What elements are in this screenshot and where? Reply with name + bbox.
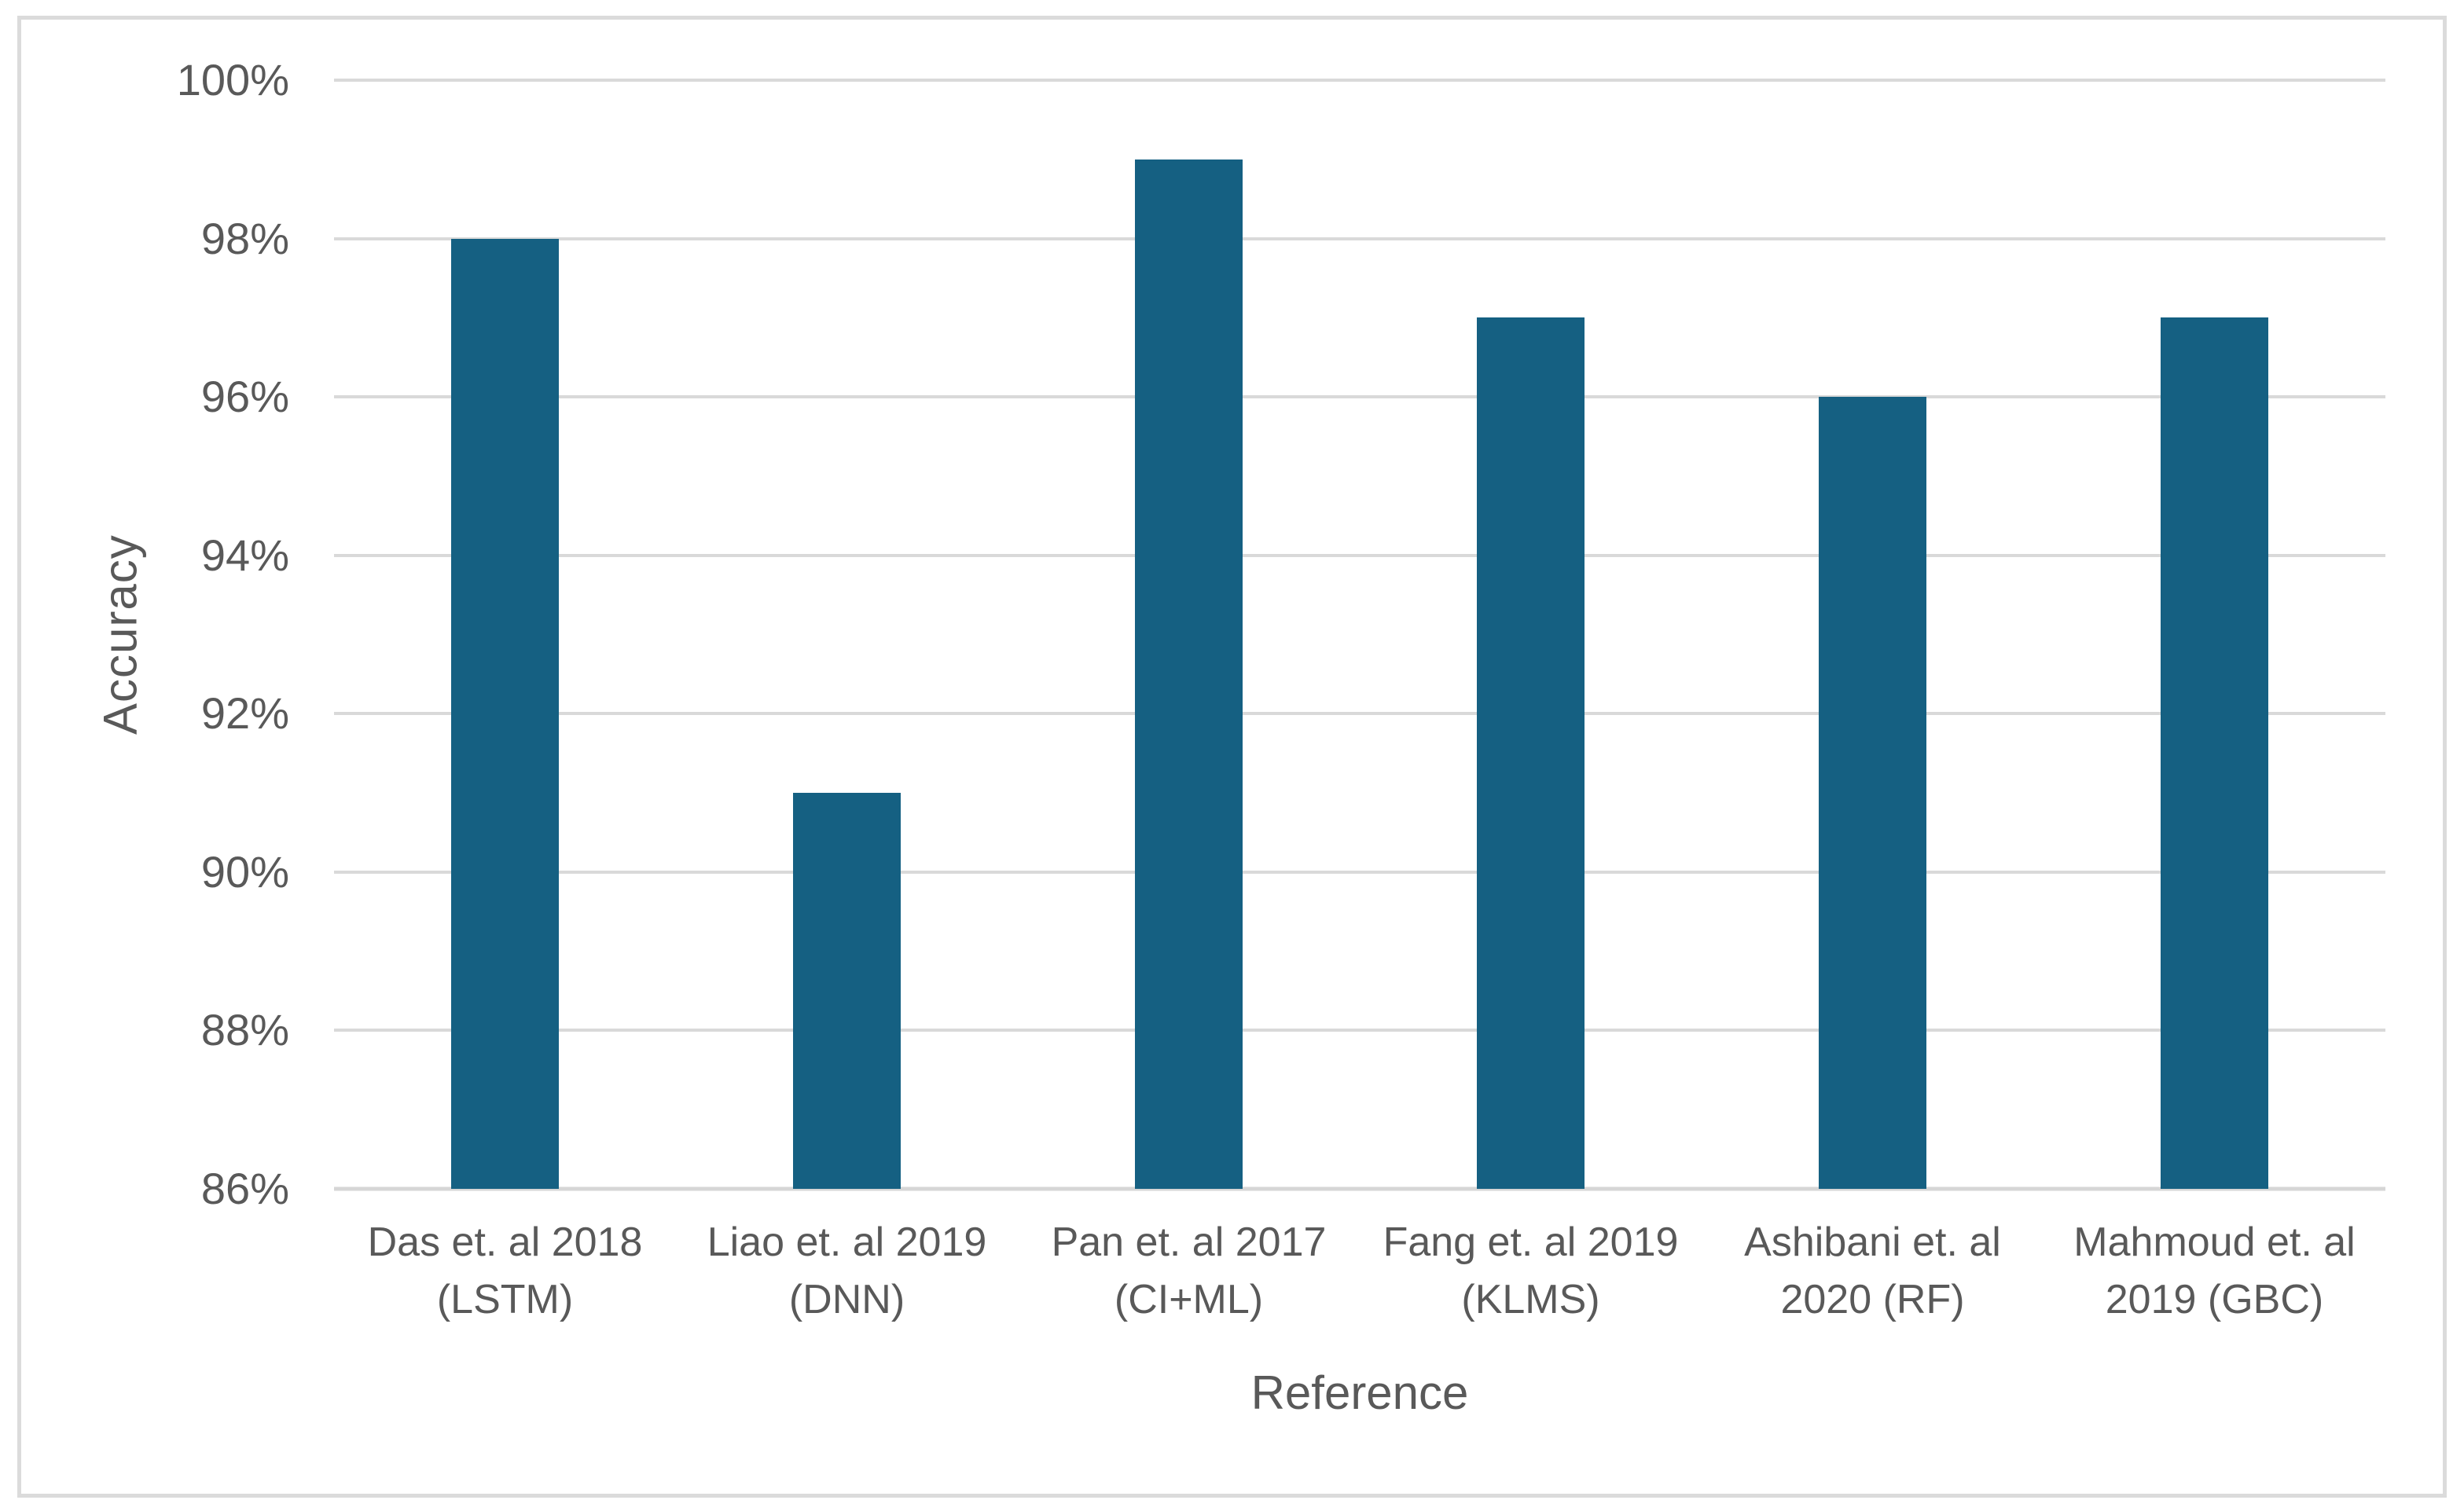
gridline (334, 1029, 2385, 1032)
bar-slot (1360, 80, 1702, 1189)
y-tick-label: 98% (200, 213, 289, 263)
chart-border (17, 16, 2447, 1498)
bar-slot (1702, 80, 2044, 1189)
x-axis-title: Reference (1250, 1366, 1469, 1419)
bar-slot (1018, 80, 1360, 1189)
y-tick-label: 86% (200, 1164, 289, 1213)
gridline (334, 237, 2385, 240)
y-tick-label: 90% (200, 846, 289, 897)
category-label: Fang et. al 2019 (KLMS) (1383, 1219, 1679, 1322)
gridline (334, 870, 2385, 874)
bar-slot (334, 80, 676, 1189)
bar-1 (451, 238, 559, 1189)
y-tick-label: 88% (200, 1005, 289, 1055)
gridline (334, 79, 2385, 82)
x-axis-line (334, 1186, 2385, 1191)
y-tick-label: 94% (200, 530, 289, 580)
bar-2 (793, 793, 901, 1189)
bar-slot (676, 80, 1018, 1189)
bars-row (334, 80, 2385, 1189)
category-label: Pan et. al 2017 (CI+ML) (1051, 1219, 1327, 1322)
category-label: Das et. al 2018 (LSTM) (367, 1219, 643, 1322)
plot-area (334, 79, 2385, 1191)
gridline (334, 553, 2385, 557)
category-label: Ashibani et. al 2020 (RF) (1744, 1219, 2001, 1322)
y-tick-label: 100% (176, 55, 289, 105)
bar-4 (1477, 317, 1585, 1189)
y-axis-tick-labels: 86% 88% 90% 92% 94% 96% 98% 100% (0, 58, 289, 1211)
gridlines (334, 79, 2385, 1191)
y-tick-label: 96% (200, 372, 289, 422)
y-tick-label: 92% (200, 688, 289, 739)
category-label: Mahmoud et. al 2019 (GBC) (2073, 1219, 2356, 1322)
bar-6 (2161, 317, 2268, 1189)
gridline (334, 712, 2385, 716)
bar-5 (1819, 397, 1926, 1189)
bar-slot (2044, 80, 2385, 1189)
bar-3 (1135, 159, 1243, 1189)
x-axis-category-labels: Das et. al 2018 (LSTM) Liao et. al 2019 (… (334, 1214, 2385, 1329)
gridline (334, 395, 2385, 399)
category-label: Liao et. al 2019 (DNN) (707, 1219, 987, 1322)
